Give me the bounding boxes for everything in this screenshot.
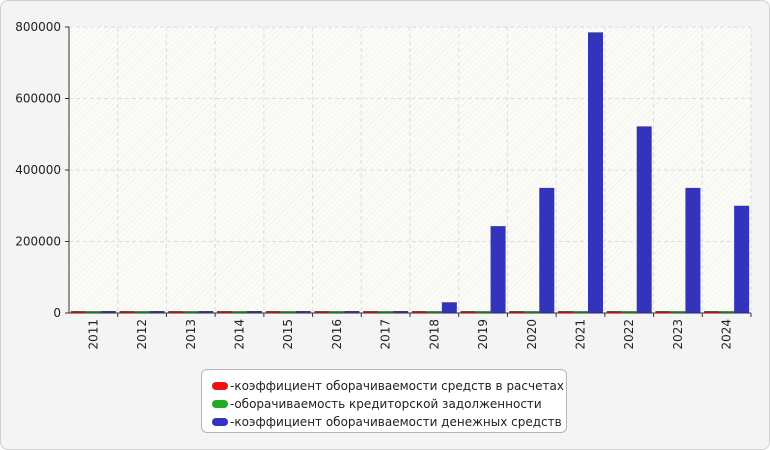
bar-3-2024 — [734, 205, 750, 313]
bar-2-2014 — [232, 311, 247, 313]
legend-label-1: коэффициент оборачиваемости средств в ра… — [234, 379, 564, 393]
bar-1-2021 — [558, 311, 573, 313]
bar-3-2016 — [344, 311, 360, 313]
bar-1-2014 — [217, 311, 232, 313]
legend-prefix: - — [230, 415, 235, 429]
x-tick-label: 2016 — [330, 319, 344, 350]
bar-3-2015 — [295, 311, 311, 313]
legend-swatch-3 — [212, 418, 228, 426]
bar-2-2019 — [475, 311, 491, 313]
bar-1-2019 — [460, 311, 476, 313]
legend-item-3: - коэффициент оборачиваемости денежных с… — [212, 413, 566, 431]
y-tick-label: 0 — [53, 306, 61, 320]
legend-item-1: - коэффициент оборачиваемости средств в … — [212, 377, 566, 395]
bar-3-2023 — [685, 187, 701, 313]
legend-prefix: - — [230, 379, 235, 393]
bar-3-2011 — [100, 311, 116, 313]
x-tick-label: 2014 — [233, 319, 247, 350]
x-tick-label: 2013 — [184, 319, 198, 350]
legend-label-3: коэффициент оборачиваемости денежных сре… — [234, 415, 562, 429]
bar-1-2012 — [119, 311, 135, 313]
bar-2-2011 — [85, 311, 101, 313]
bar-2-2022 — [621, 311, 637, 313]
y-tick-label: 800000 — [15, 20, 61, 34]
x-tick-label: 2020 — [525, 319, 539, 350]
y-tick-label: 400000 — [15, 163, 61, 177]
bar-2-2017 — [378, 311, 394, 313]
bar-1-2020 — [509, 311, 525, 313]
bar-3-2013 — [198, 311, 214, 313]
bar-2-2012 — [134, 311, 150, 313]
bar-3-2022 — [636, 126, 652, 313]
bar-3-2014 — [247, 311, 262, 313]
bar-2-2024 — [719, 311, 735, 313]
chart-legend: - коэффициент оборачиваемости средств в … — [201, 369, 567, 433]
legend-prefix: - — [230, 397, 235, 411]
bar-1-2015 — [265, 311, 281, 313]
bar-2-2020 — [524, 311, 540, 313]
bar-2-2016 — [329, 311, 345, 313]
x-tick-label: 2024 — [720, 319, 734, 350]
bar-3-2017 — [393, 311, 409, 313]
bar-1-2011 — [70, 311, 86, 313]
bar-1-2016 — [314, 311, 330, 313]
x-tick-label: 2015 — [281, 319, 295, 350]
bar-3-2018 — [441, 302, 457, 313]
x-tick-label: 2023 — [671, 319, 685, 350]
legend-swatch-2 — [212, 400, 228, 408]
bar-2-2023 — [670, 311, 686, 313]
bar-1-2017 — [363, 311, 379, 313]
bar-1-2022 — [606, 311, 622, 313]
bar-2-2015 — [280, 311, 296, 313]
bar-1-2023 — [655, 311, 671, 313]
x-tick-label: 2022 — [622, 319, 636, 350]
bar-3-2020 — [539, 187, 555, 313]
bar-2-2018 — [426, 311, 442, 313]
legend-item-2: - оборачиваемость кредиторской задолженн… — [212, 395, 566, 413]
legend-label-2: оборачиваемость кредиторской задолженнос… — [234, 397, 542, 411]
y-tick-label: 600000 — [15, 92, 61, 106]
bar-3-2012 — [149, 311, 165, 313]
bar-1-2018 — [411, 311, 427, 313]
bar-2-2013 — [183, 311, 199, 313]
bar-1-2013 — [168, 311, 184, 313]
x-tick-label: 2011 — [86, 319, 100, 350]
x-tick-label: 2017 — [379, 319, 393, 350]
x-tick-label: 2012 — [135, 319, 149, 350]
bar-2-2021 — [573, 311, 588, 313]
x-tick-label: 2018 — [427, 319, 441, 350]
x-tick-label: 2019 — [476, 319, 490, 350]
bar-3-2021 — [588, 32, 603, 314]
bar-chart: 0 200000 400000 600000 800000 2011 2012 2013 20… — [15, 20, 752, 350]
x-tick-label: 2021 — [574, 319, 588, 350]
legend-swatch-1 — [212, 382, 228, 390]
y-tick-label: 200000 — [15, 235, 61, 249]
bar-3-2019 — [490, 226, 506, 313]
bar-1-2024 — [704, 311, 720, 313]
